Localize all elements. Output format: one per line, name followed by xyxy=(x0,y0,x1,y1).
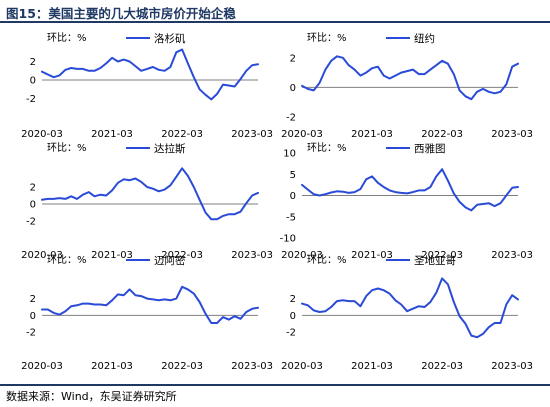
footer-rule xyxy=(0,384,550,386)
ytick-label: 2 xyxy=(30,183,36,194)
xtick-label: 2023-03 xyxy=(231,250,273,261)
xtick-label: 2021-03 xyxy=(351,250,393,261)
xtick-label: 2020-03 xyxy=(281,250,323,261)
ytick-label: 2 xyxy=(290,53,296,64)
ylabel-1: 环比：% xyxy=(47,32,87,44)
ytick-label: 5 xyxy=(290,170,296,181)
xtick-label: 2023-03 xyxy=(231,361,273,372)
ytick-label: 0 xyxy=(30,200,36,211)
series-line-3 xyxy=(41,167,259,221)
ytick-label: -2 xyxy=(26,217,36,228)
ytick-label: -2 xyxy=(286,328,296,339)
legend-label-1: 洛杉矶 xyxy=(154,32,186,45)
legend-label-3: 达拉斯 xyxy=(154,142,186,155)
ytick-label: 2 xyxy=(30,57,36,68)
xtick-label: 2023-03 xyxy=(231,129,273,140)
xtick-label: 2021-03 xyxy=(91,361,133,372)
ytick-label: 2 xyxy=(30,294,36,305)
xtick-label: 2022-03 xyxy=(161,361,203,372)
ytick-label: 0 xyxy=(30,76,36,87)
xtick-label: 2021-03 xyxy=(91,129,133,140)
xtick-label: 2022-03 xyxy=(421,129,463,140)
ytick-label: 2 xyxy=(290,294,296,305)
series-line-2 xyxy=(301,55,519,101)
figure-title: 图15：美国主要的几大城市房价开始企稳 xyxy=(6,6,236,21)
ytick-label: -2 xyxy=(286,113,296,124)
legend-label-6: 圣地亚哥 xyxy=(414,254,456,267)
xtick-label: 2020-03 xyxy=(281,129,323,140)
ylabel-6: 环比：% xyxy=(307,254,347,266)
ylabel-2: 环比：% xyxy=(307,32,347,44)
ylabel-5: 环比：% xyxy=(47,254,87,266)
ytick-label: 0 xyxy=(30,311,36,322)
xtick-label: 2020-03 xyxy=(281,361,323,372)
series-line-4 xyxy=(301,168,519,212)
ytick-label: 0 xyxy=(290,311,296,322)
legend-label-4: 西雅图 xyxy=(414,142,446,155)
xtick-label: 2020-03 xyxy=(21,129,63,140)
series-line-1 xyxy=(41,48,259,101)
title-rule xyxy=(0,21,550,23)
ylabel-3: 环比：% xyxy=(47,142,87,154)
xtick-label: 2020-03 xyxy=(21,250,63,261)
series-line-5 xyxy=(41,285,259,324)
xtick-label: 2021-03 xyxy=(351,129,393,140)
xtick-label: 2022-03 xyxy=(421,250,463,261)
xtick-label: 2022-03 xyxy=(421,361,463,372)
xtick-label: 2022-03 xyxy=(161,129,203,140)
ytick-label: 0 xyxy=(290,191,296,202)
xtick-label: 2023-03 xyxy=(491,361,533,372)
xtick-label: 2020-03 xyxy=(21,361,63,372)
xtick-label: 2021-03 xyxy=(91,250,133,261)
ytick-label: 10 xyxy=(283,149,296,160)
ytick-label: -10 xyxy=(280,234,296,245)
ytick-label: -2 xyxy=(26,328,36,339)
ytick-label: -5 xyxy=(286,212,296,223)
xtick-label: 2022-03 xyxy=(161,250,203,261)
xtick-label: 2023-03 xyxy=(491,250,533,261)
legend-label-2: 纽约 xyxy=(414,32,435,45)
xtick-label: 2023-03 xyxy=(491,129,533,140)
xtick-label: 2021-03 xyxy=(351,361,393,372)
source-note: 数据来源：Wind，东吴证券研究所 xyxy=(6,390,177,403)
ylabel-4: 环比：% xyxy=(307,142,347,154)
ytick-label: 0 xyxy=(290,83,296,94)
ytick-label: -2 xyxy=(26,94,36,105)
series-line-6 xyxy=(301,277,519,339)
legend-label-5: 迈阿密 xyxy=(154,254,186,267)
